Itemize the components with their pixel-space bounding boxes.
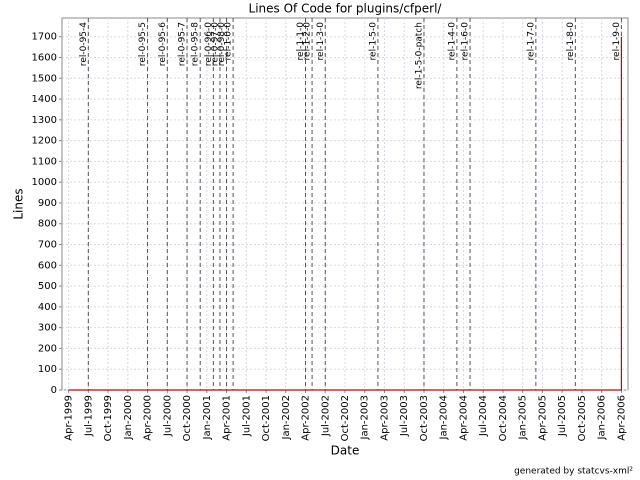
release-label: rel-1-7-0 bbox=[526, 22, 536, 61]
x-tick-label: Jan-2006 bbox=[597, 395, 608, 440]
x-tick-label: Jan-2005 bbox=[518, 395, 529, 440]
x-tick-label: Apr-2005 bbox=[537, 395, 548, 441]
y-tick-label: 700 bbox=[38, 240, 57, 251]
release-label: rel-0-95-5 bbox=[138, 22, 148, 66]
release-label: rel-0-95-4 bbox=[79, 22, 89, 66]
x-tick-label: Jan-2003 bbox=[360, 395, 371, 440]
x-tick-label: Apr-2000 bbox=[143, 395, 154, 441]
release-label: rel-1-0-0 bbox=[224, 22, 234, 61]
y-tick-label: 1000 bbox=[32, 177, 57, 188]
x-tick-label: Oct-2000 bbox=[182, 395, 193, 441]
x-tick-label: Oct-2002 bbox=[340, 395, 351, 441]
y-tick-label: 200 bbox=[38, 343, 57, 354]
x-tick-label: Jul-2005 bbox=[557, 395, 568, 437]
x-tick-label: Jul-1999 bbox=[83, 395, 94, 437]
y-tick-label: 1100 bbox=[32, 156, 57, 167]
plot-area: 0 100 200 300 400 500 600 700 800 900 1000 1100 1200… bbox=[32, 17, 629, 441]
x-tick-label: Apr-1999 bbox=[64, 395, 75, 441]
x-tick-label: Jul-2000 bbox=[162, 395, 173, 437]
y-tick-label: 600 bbox=[38, 260, 57, 271]
x-tick-label: Oct-2001 bbox=[261, 395, 272, 441]
x-tick-label: Jan-2000 bbox=[123, 395, 134, 440]
y-tick-label: 1600 bbox=[32, 52, 57, 63]
y-tick-label: 400 bbox=[38, 302, 57, 313]
x-tick-label: Jul-2001 bbox=[241, 395, 252, 437]
release-label: rel-0-98-0 bbox=[217, 22, 227, 66]
release-label: rel-0-95-6 bbox=[158, 22, 168, 66]
y-tick-label: 1300 bbox=[32, 115, 57, 126]
y-tick-label: 1500 bbox=[32, 73, 57, 84]
y-tick-label: 100 bbox=[38, 364, 57, 375]
x-tick-label: Oct-1999 bbox=[103, 395, 114, 441]
y-tick-label: 300 bbox=[38, 323, 57, 334]
x-tick-label: Apr-2004 bbox=[458, 395, 469, 441]
x-tick-label: Jul-2003 bbox=[399, 395, 410, 437]
x-tick-label: Jul-2004 bbox=[478, 395, 489, 437]
y-tick-label: 1200 bbox=[32, 136, 57, 147]
x-tick-label: Apr-2002 bbox=[301, 395, 312, 441]
x-tick-label: Oct-2005 bbox=[577, 395, 588, 441]
release-label: rel-1-5-0-patch bbox=[414, 22, 424, 89]
release-label: rel-1-4-0 bbox=[447, 22, 457, 61]
x-tick-label: Jul-2002 bbox=[320, 395, 331, 437]
y-tick-label: 0 bbox=[51, 385, 57, 396]
x-tick-label: Apr-2001 bbox=[222, 395, 233, 441]
release-label: rel-1-3-0 bbox=[316, 22, 326, 61]
x-tick-label: Oct-2004 bbox=[498, 395, 509, 441]
x-tick-label: Jan-2001 bbox=[202, 395, 213, 440]
release-label: rel-0-97-0 bbox=[210, 22, 220, 66]
y-tick-label: 900 bbox=[38, 198, 57, 209]
x-tick-label: Oct-2003 bbox=[419, 395, 430, 441]
x-axis-title: Date bbox=[331, 444, 360, 458]
y-tick-label: 800 bbox=[38, 219, 57, 230]
release-label: rel-0-95-7 bbox=[178, 22, 188, 66]
chart-title: Lines Of Code for plugins/cfperl/ bbox=[249, 2, 443, 16]
footer: generated by statcvs-xml² bbox=[514, 467, 633, 477]
x-tick-label: Apr-2003 bbox=[379, 395, 390, 441]
y-tick-label: 1700 bbox=[32, 32, 57, 43]
y-tick-label: 500 bbox=[38, 281, 57, 292]
release-label: rel-1-1-0 bbox=[296, 22, 306, 61]
y-tick-label: 1400 bbox=[32, 94, 57, 105]
release-label: rel-1-2-0 bbox=[303, 22, 313, 61]
release-label: rel-1-5-0 bbox=[368, 22, 378, 61]
release-label: rel-1-9-0 bbox=[612, 22, 622, 61]
x-tick-label: Jan-2004 bbox=[439, 395, 450, 440]
release-label: rel-1-8-0 bbox=[566, 22, 576, 61]
y-axis-title: Lines bbox=[12, 188, 26, 219]
data-line bbox=[68, 36, 623, 391]
release-label: rel-0-95-8 bbox=[191, 22, 201, 66]
x-tick-label: Apr-2006 bbox=[616, 395, 627, 441]
release-label: rel-1-6-0 bbox=[461, 22, 471, 61]
release-label: rel-0-96-0 bbox=[204, 22, 214, 66]
x-tick-label: Jan-2002 bbox=[281, 395, 292, 440]
